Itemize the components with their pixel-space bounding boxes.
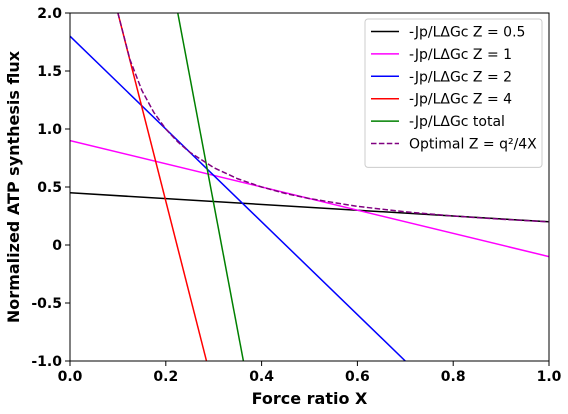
y-axis: -1.0 -0.5 0 0.5 1.0 1.5 2.0 bbox=[31, 6, 70, 370]
series-layer bbox=[70, 13, 549, 361]
y-tick-label: 1.0 bbox=[37, 122, 62, 138]
legend-label: -Jp/LΔGc Z = 2 bbox=[409, 69, 512, 85]
legend-label: -Jp/LΔGc Z = 4 bbox=[409, 92, 512, 108]
x-tick-label: 0.0 bbox=[58, 369, 83, 385]
series-line-4 bbox=[117, 13, 208, 361]
legend-label: -Jp/LΔGc Z = 0.5 bbox=[409, 25, 525, 41]
legend-label: -Jp/LΔGc total bbox=[409, 114, 505, 130]
series-line-6 bbox=[117, 13, 549, 223]
series-line-3 bbox=[70, 35, 406, 361]
x-tick-label: 0.2 bbox=[153, 369, 178, 385]
x-tick-label: 0.4 bbox=[249, 369, 274, 385]
x-tick-label: 0.6 bbox=[345, 369, 370, 385]
x-tick-label: 0.8 bbox=[441, 369, 466, 385]
y-tick-label: -0.5 bbox=[31, 296, 62, 312]
legend: -Jp/LΔGc Z = 0.5 -Jp/LΔGc Z = 1 -Jp/LΔGc Z… bbox=[364, 18, 543, 168]
y-tick-label: 2.0 bbox=[37, 6, 62, 22]
x-axis: 0.0 0.2 0.4 0.6 0.8 1.0 bbox=[58, 361, 562, 385]
series-line-5 bbox=[177, 13, 245, 361]
legend-box bbox=[364, 18, 543, 168]
y-tick-label: 0 bbox=[52, 238, 62, 254]
y-tick-label: 0.5 bbox=[37, 180, 62, 196]
y-axis-label: Normalized ATP synthesis flux bbox=[4, 50, 23, 323]
y-tick-label: -1.0 bbox=[31, 354, 62, 370]
x-tick-label: 1.0 bbox=[537, 369, 562, 385]
legend-label: Optimal Z = q²/4X bbox=[409, 137, 537, 153]
x-axis-label: Force ratio X bbox=[252, 389, 368, 408]
y-tick-label: 1.5 bbox=[37, 64, 62, 80]
legend-label: -Jp/LΔGc Z = 1 bbox=[409, 47, 512, 63]
